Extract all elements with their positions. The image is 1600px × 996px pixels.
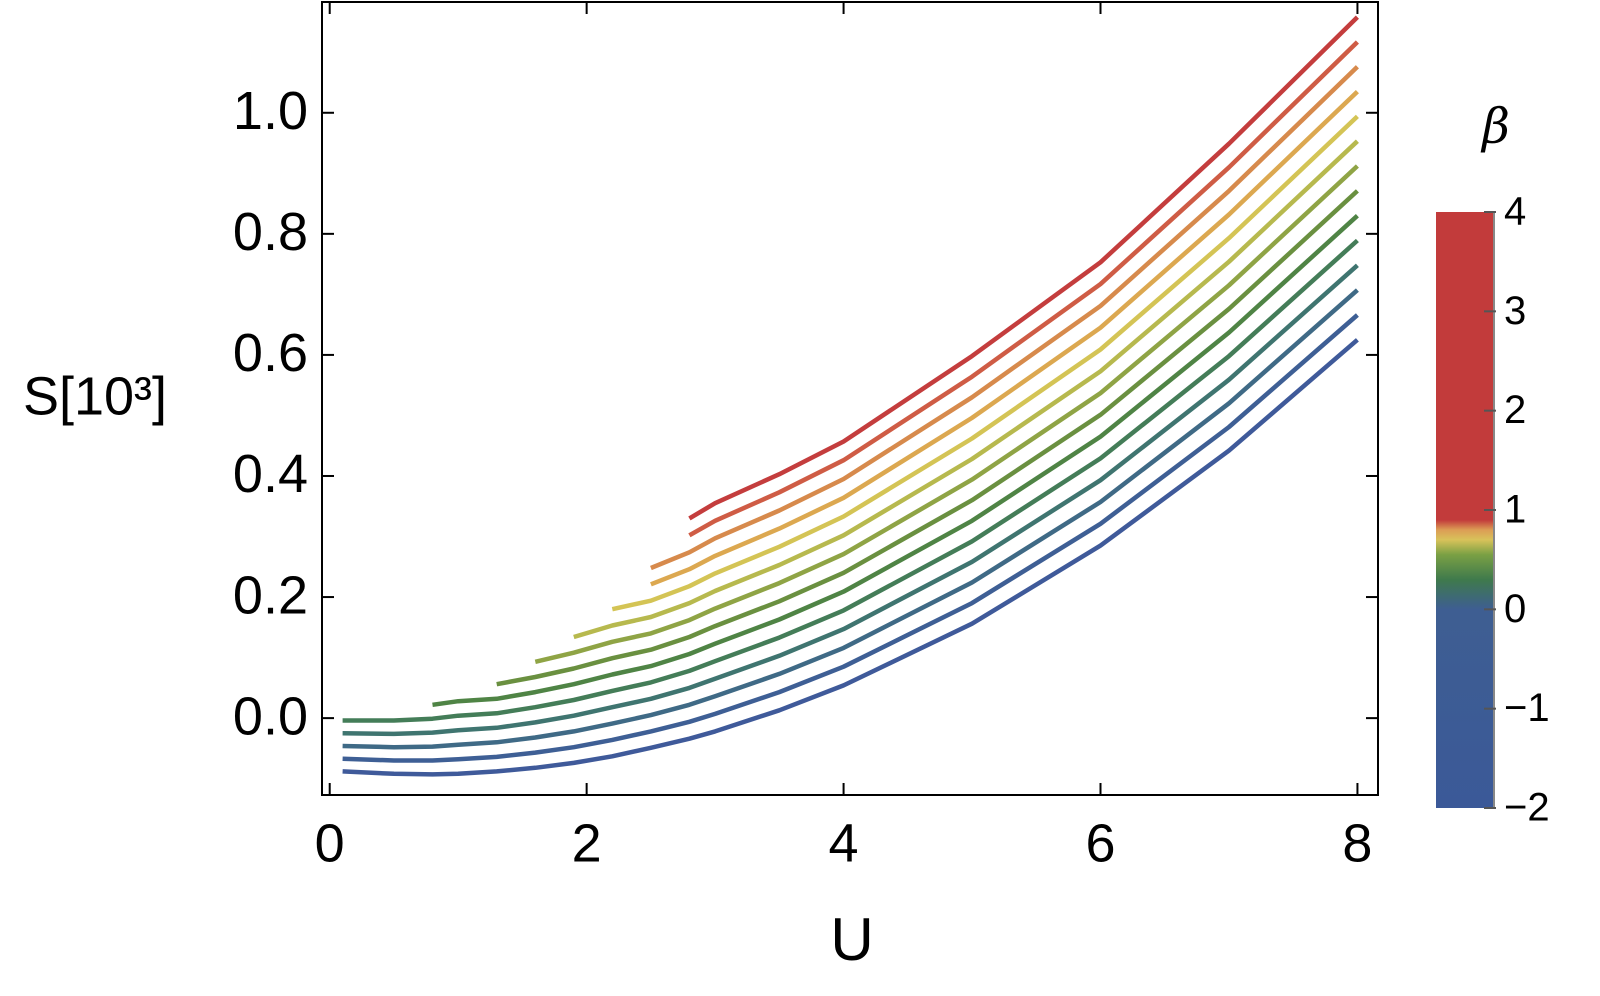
series-line — [650, 65, 1359, 571]
series-line — [342, 263, 1359, 737]
series-line — [688, 40, 1359, 538]
y-tick-label: 1.0 — [233, 81, 308, 141]
colorbar-tick-label: 1 — [1504, 488, 1526, 532]
y-tick-label: 0.6 — [233, 323, 308, 383]
y-tick-label: 0.0 — [233, 686, 308, 746]
series-line — [496, 189, 1359, 687]
series-line — [432, 214, 1359, 708]
series-line — [534, 164, 1359, 664]
colorbar-tick-label: 3 — [1504, 289, 1526, 333]
y-tick-label: 0.2 — [233, 565, 308, 625]
series-line — [611, 114, 1359, 612]
x-tick-label: 2 — [572, 813, 602, 873]
series-line — [342, 338, 1359, 777]
x-tick-label: 6 — [1085, 813, 1115, 873]
x-tick-label: 0 — [315, 813, 345, 873]
series-line — [342, 238, 1359, 723]
y-tick-label: 0.8 — [233, 202, 308, 262]
x-axis-label: U — [830, 906, 873, 973]
series-line — [650, 89, 1359, 587]
colorbar-tick-label: 0 — [1504, 587, 1526, 631]
series-line — [573, 139, 1359, 640]
plot-frame — [321, 1, 1379, 796]
y-axis-label: S[10³] — [23, 366, 167, 426]
series-line — [342, 313, 1359, 763]
colorbar-tick-label: 2 — [1504, 388, 1526, 432]
series-line — [342, 288, 1359, 750]
series-line — [688, 15, 1359, 521]
y-tick-label: 0.4 — [233, 444, 308, 504]
colorbar-tick-label: 4 — [1504, 190, 1526, 234]
x-tick-label: 8 — [1342, 813, 1372, 873]
x-tick-label: 4 — [829, 813, 859, 873]
colorbar-tick-label: −1 — [1504, 686, 1550, 730]
colorbar-tick-label: −2 — [1504, 786, 1550, 830]
colorbar-label: β — [1480, 99, 1510, 155]
